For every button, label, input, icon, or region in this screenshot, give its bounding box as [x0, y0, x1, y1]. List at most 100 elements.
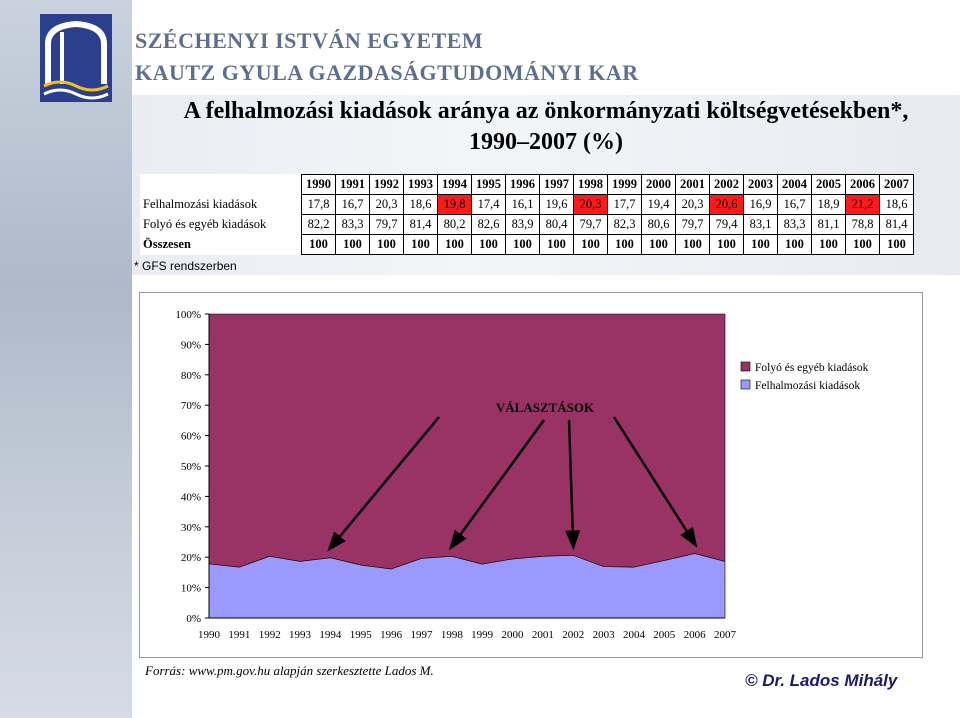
table-cell: 81,4 — [879, 214, 914, 235]
table-year-header: 2001 — [675, 174, 710, 195]
data-table: 1990 1991 1992 1993 1994 1995 1996 1997 1998 1999… — [140, 174, 914, 255]
table-cell: 100 — [607, 234, 642, 255]
x-tick-label: 1991 — [228, 629, 250, 641]
table-cell: 20,3 — [573, 194, 608, 215]
legend-swatch — [740, 379, 751, 390]
table-cell: 78,8 — [845, 214, 880, 235]
x-tick-label: 2001 — [532, 629, 554, 641]
table-year-header: 1997 — [539, 174, 574, 195]
source-note: Forrás: www.pm.gov.hu alapján szerkeszte… — [145, 663, 434, 678]
x-tick-label: 2003 — [593, 629, 616, 641]
table-year-header: 1995 — [471, 174, 506, 195]
y-tick-label: 80% — [181, 370, 201, 382]
table-year-header: 2006 — [845, 174, 880, 195]
x-tick-label: 2006 — [684, 629, 707, 641]
table-cell: 100 — [845, 234, 880, 255]
table-cell: 100 — [777, 234, 812, 255]
y-tick-label: 70% — [181, 400, 201, 412]
table-year-header: 2003 — [743, 174, 778, 195]
table-cell: 83,3 — [777, 214, 812, 235]
footnote: * GFS rendszerben — [134, 259, 237, 273]
table-cell: 100 — [743, 234, 778, 255]
annotation-label: VÁLASZTÁSOK — [496, 400, 595, 415]
table-cell: 100 — [573, 234, 608, 255]
table-cell: 19,4 — [641, 194, 676, 215]
table-cell: 82,3 — [607, 214, 642, 235]
y-tick-label: 10% — [181, 583, 201, 595]
table-cell: 19,6 — [539, 194, 574, 215]
table-cell: 20,6 — [709, 194, 744, 215]
table-corner — [140, 175, 302, 195]
table-year-header: 1994 — [437, 174, 472, 195]
table-cell: 83,3 — [335, 214, 370, 235]
election-arrow — [327, 416, 440, 552]
university-logo — [40, 14, 112, 102]
table-cell: 16,9 — [743, 194, 778, 215]
x-tick-label: 2004 — [623, 629, 646, 641]
y-tick-label: 0% — [186, 613, 201, 625]
table-cell: 100 — [369, 234, 404, 255]
x-tick-label: 1997 — [410, 629, 433, 641]
table-row: Felhalmozási kiadások 17,8 16,7 20,3 18,6 19,… — [140, 194, 914, 215]
table-year-header: 2000 — [641, 174, 676, 195]
x-tick-label: 2007 — [714, 629, 737, 641]
table-cell: 100 — [641, 234, 676, 255]
table-cell: 100 — [879, 234, 914, 255]
y-tick-label: 30% — [181, 522, 201, 534]
table-cell: 80,4 — [539, 214, 574, 235]
y-tick-label: 60% — [181, 431, 201, 443]
table-cell: 100 — [505, 234, 540, 255]
table-cell: 81,1 — [811, 214, 846, 235]
table-row: Folyó és egyéb kiadások 82,2 83,3 79,7 81,4 8… — [140, 214, 914, 235]
series-area-folyo — [208, 313, 726, 570]
table-cell: 100 — [539, 234, 574, 255]
faculty-name: KAUTZ GYULA GAZDASÁGTUDOMÁNYI KAR — [135, 60, 639, 85]
stacked-area-chart: 0% 10% 20% 30% 40% 50% 60% 70% 80% 90% 100% 1990 199… — [175, 309, 868, 641]
table-row: Összesen 100 100 100 100 100 100 100 100 100 100 10… — [140, 234, 914, 255]
y-tick-label: 100% — [175, 309, 201, 321]
election-arrow — [565, 419, 581, 551]
table-cell: 100 — [335, 234, 370, 255]
table-cell: 19,8 — [437, 194, 472, 215]
table-cell: 100 — [675, 234, 710, 255]
table-cell: 82,6 — [471, 214, 506, 235]
table-cell: 100 — [301, 234, 336, 255]
table-year-header: 1996 — [505, 174, 540, 195]
table-cell: 18,6 — [403, 194, 438, 215]
title-line-1: A felhalmozási kiadások aránya az önkorm… — [183, 98, 909, 124]
table-cell: 16,7 — [777, 194, 812, 215]
table-year-header: 1998 — [573, 174, 608, 195]
x-tick-label: 1992 — [259, 629, 281, 641]
x-tick-label: 1993 — [289, 629, 312, 641]
table-cell: 83,1 — [743, 214, 778, 235]
y-tick-label: 40% — [181, 491, 201, 503]
table-year-header: 2007 — [879, 174, 914, 195]
table-year-header: 2004 — [777, 174, 812, 195]
table-cell: 79,7 — [573, 214, 608, 235]
header-band — [132, 0, 960, 95]
table-cell: 100 — [811, 234, 846, 255]
author-credit: © Dr. Lados Mihály — [745, 671, 898, 690]
university-name: SZÉCHENYI ISTVÁN EGYETEM — [135, 28, 484, 53]
table-cell: 18,9 — [811, 194, 846, 215]
table-cell: 79,7 — [369, 214, 404, 235]
table-row-label: Folyó és egyéb kiadások — [143, 217, 267, 231]
x-tick-label: 2005 — [653, 629, 676, 641]
series-area-felhalmozasi — [208, 553, 726, 619]
table-cell: 100 — [437, 234, 472, 255]
table-cell: 21,2 — [845, 194, 880, 215]
table-cell: 17,8 — [301, 194, 336, 215]
x-tick-label: 2000 — [502, 629, 525, 641]
x-tick-label: 1994 — [319, 629, 342, 641]
table-cell: 83,9 — [505, 214, 540, 235]
table-year-header: 2005 — [811, 174, 846, 195]
table-cell: 20,3 — [369, 194, 404, 215]
table-year-header: 1993 — [403, 174, 438, 195]
table-year-header: 1999 — [607, 174, 642, 195]
table-row-label: Felhalmozási kiadások — [143, 197, 258, 211]
table-cell: 80,2 — [437, 214, 472, 235]
election-arrow — [612, 416, 698, 548]
x-tick-label: 1995 — [350, 629, 373, 641]
y-tick-label: 90% — [181, 339, 201, 351]
table-cell: 16,1 — [505, 194, 540, 215]
